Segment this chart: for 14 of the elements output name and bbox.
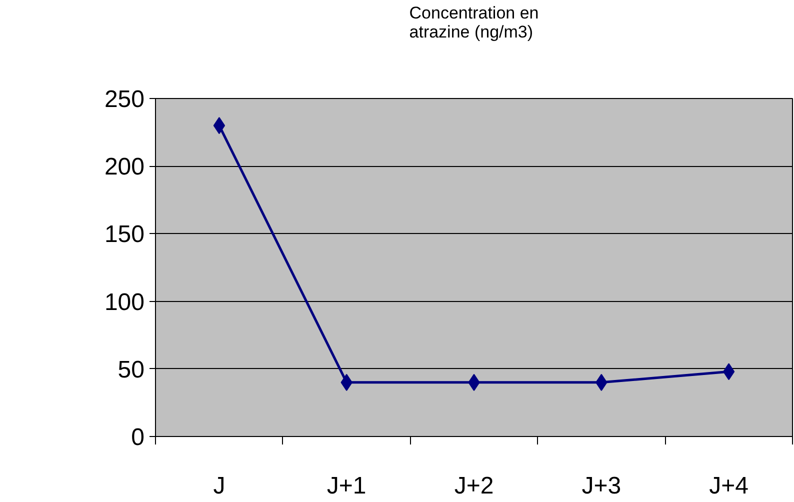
x-tick-label: J	[213, 472, 226, 500]
point	[213, 117, 226, 134]
y-tick-label: 0	[131, 424, 145, 451]
x-tick-label: J+4	[709, 472, 748, 500]
y-tick-label: 250	[104, 86, 145, 113]
y-axis-title: Concentration en atrazine (ng/m3)	[409, 4, 539, 42]
x-tick-label: J+1	[326, 472, 366, 500]
y-tick-label: 150	[104, 221, 145, 248]
y-tick-label: 100	[104, 288, 145, 316]
point	[722, 363, 735, 380]
x-tick-label: J+2	[454, 472, 494, 500]
y-tick-label: 200	[104, 154, 145, 181]
y-tick-label: 50	[118, 356, 145, 384]
x-tick-label: J+3	[582, 472, 622, 500]
